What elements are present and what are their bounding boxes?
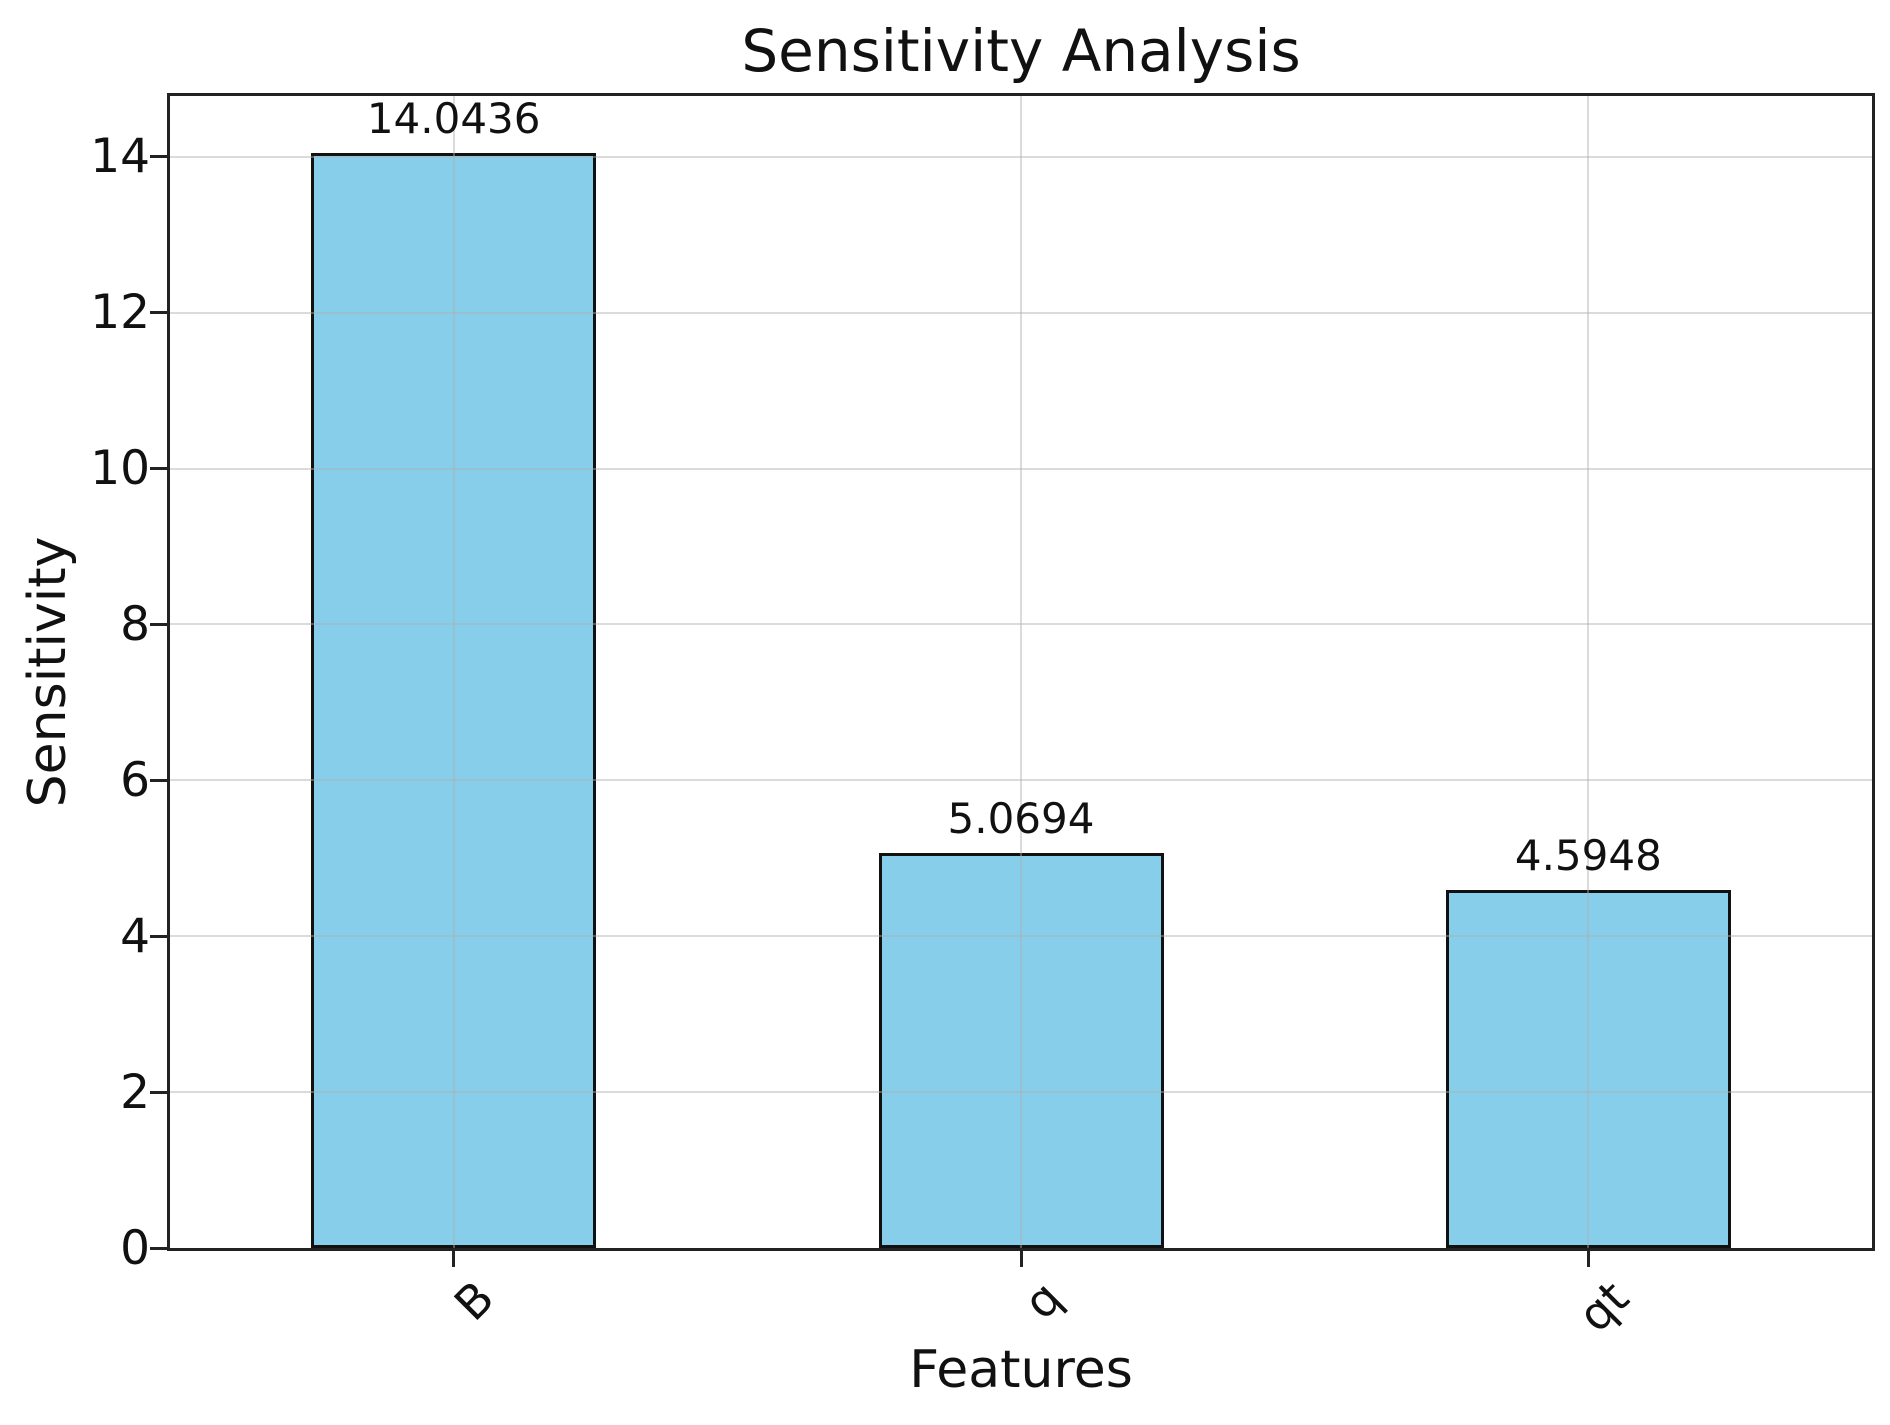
- gridline-horizontal: [170, 155, 1872, 158]
- bar: [878, 852, 1164, 1248]
- y-tick-mark: [150, 467, 167, 471]
- x-tick-label: q: [1012, 1270, 1072, 1330]
- y-tick-label: 6: [120, 752, 150, 808]
- y-tick-label: 8: [120, 596, 150, 652]
- x-tick-mark: [452, 1251, 456, 1267]
- y-tick-label: 4: [120, 908, 150, 964]
- y-tick-label: 2: [120, 1064, 150, 1120]
- gridline-horizontal: [170, 623, 1872, 626]
- gridline-horizontal: [170, 779, 1872, 782]
- y-tick-label: 0: [120, 1220, 150, 1276]
- y-tick-mark: [150, 311, 167, 315]
- y-tick-mark: [150, 155, 167, 159]
- y-tick-label: 14: [90, 129, 150, 185]
- y-tick-label: 10: [90, 441, 150, 497]
- y-tick-mark: [150, 1246, 167, 1250]
- gridline-horizontal: [170, 467, 1872, 470]
- gridline-horizontal: [170, 1091, 1872, 1094]
- y-tick-mark: [150, 622, 167, 626]
- bar-value-label: 14.0436: [366, 94, 541, 144]
- y-tick-label: 12: [90, 285, 150, 341]
- chart-title: Sensitivity Analysis: [741, 17, 1301, 85]
- x-axis-label: Features: [909, 1340, 1133, 1400]
- y-tick-mark: [150, 1090, 167, 1094]
- gridline-vertical: [1587, 96, 1590, 1248]
- gridline-horizontal: [170, 311, 1872, 314]
- x-tick-mark: [1019, 1251, 1023, 1267]
- bar: [1445, 889, 1731, 1248]
- x-tick-label: B: [443, 1270, 505, 1332]
- bar-value-label: 4.5948: [1514, 830, 1662, 880]
- gridline-vertical: [452, 96, 455, 1248]
- gridline-vertical: [1020, 96, 1022, 1248]
- x-tick-mark: [1586, 1251, 1590, 1267]
- bar: [311, 153, 597, 1248]
- y-tick-mark: [150, 778, 167, 782]
- x-tick-label: qt: [1567, 1270, 1640, 1343]
- y-tick-mark: [150, 934, 167, 938]
- gridline-horizontal: [170, 935, 1872, 938]
- bar-value-label: 5.0694: [947, 793, 1095, 843]
